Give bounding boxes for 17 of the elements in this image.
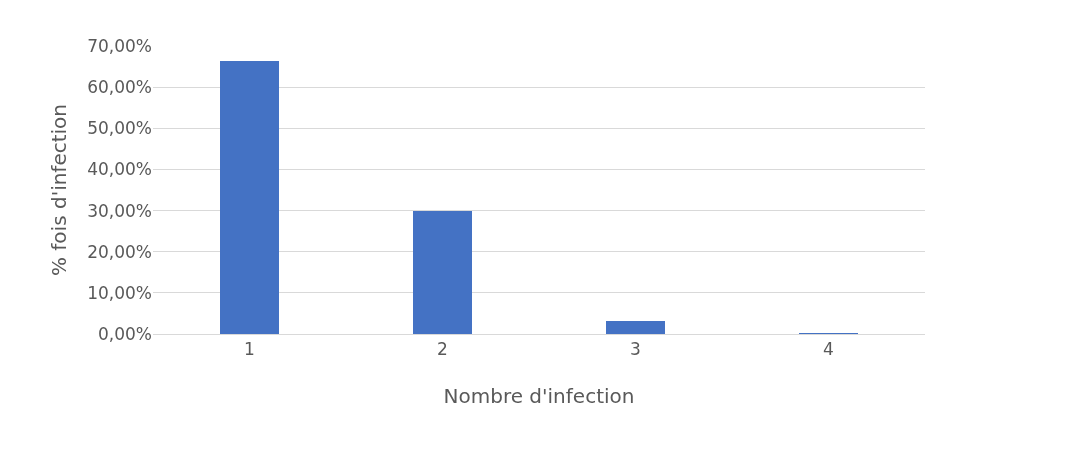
bar bbox=[413, 211, 472, 334]
y-tick-label: 60,00% bbox=[87, 77, 152, 98]
y-axis-title: % fois d'infection bbox=[46, 103, 71, 277]
bar bbox=[220, 61, 279, 334]
x-tick-label: 1 bbox=[244, 339, 255, 360]
x-tick-label: 3 bbox=[630, 339, 641, 360]
x-tick-label: 4 bbox=[823, 339, 834, 360]
y-tick-label: 10,00% bbox=[87, 282, 152, 303]
y-tick-label: 50,00% bbox=[87, 118, 152, 139]
bar bbox=[606, 321, 665, 334]
x-tick-label: 2 bbox=[437, 339, 448, 360]
y-tick-label: 70,00% bbox=[87, 35, 152, 56]
x-axis-title: Nombre d'infection bbox=[443, 383, 635, 408]
y-tick-label: 40,00% bbox=[87, 159, 152, 180]
y-tick-label: 20,00% bbox=[87, 241, 152, 262]
y-tick-label: 0,00% bbox=[97, 323, 152, 344]
y-tick-label: 30,00% bbox=[87, 200, 152, 221]
